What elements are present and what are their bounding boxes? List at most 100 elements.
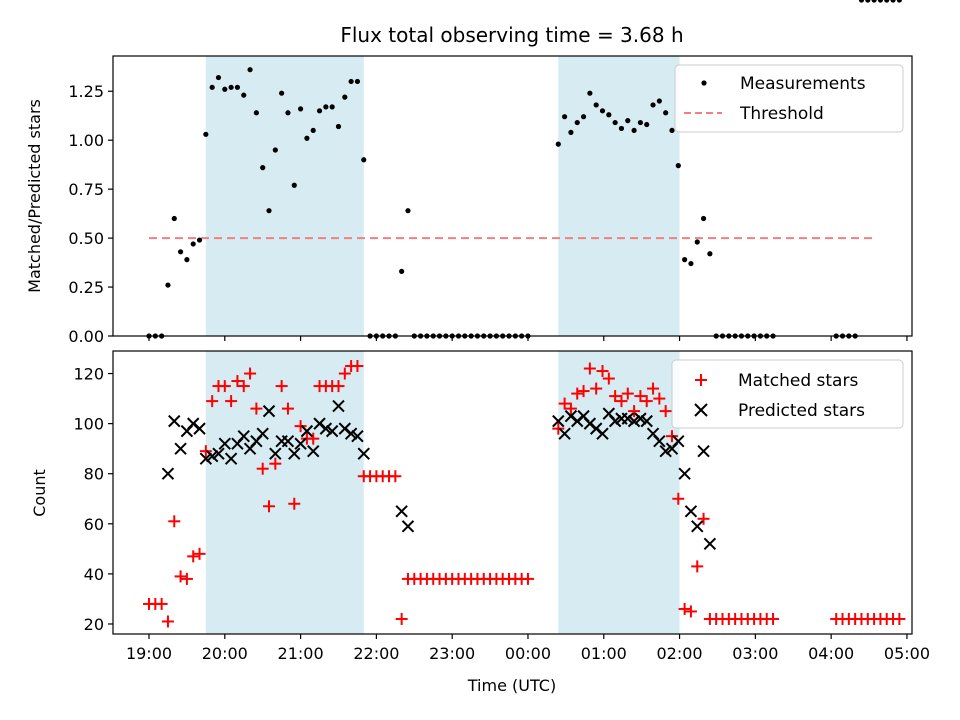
x-tick-label: 02:00 [657, 644, 703, 663]
matched-star-point [250, 402, 263, 415]
predicted-star-point [237, 429, 250, 443]
matched-star-point [237, 380, 250, 393]
measurement-point [310, 127, 316, 134]
predicted-star-point [552, 414, 565, 428]
predicted-star-point [344, 427, 358, 440]
measurement-point [222, 86, 228, 92]
measurement-point [650, 102, 656, 108]
x-tick-label: 00:00 [505, 644, 551, 663]
predicted-star-point [608, 414, 622, 428]
matched-star-point [206, 395, 219, 408]
measurement-point [562, 114, 568, 120]
predicted-star-point [401, 520, 415, 533]
top-panel-frame [112, 55, 913, 337]
matched-star-point [602, 372, 615, 385]
measurement-point [272, 147, 278, 153]
predicted-star-point [205, 449, 219, 463]
measurement-point [177, 249, 184, 255]
predicted-star-point [174, 442, 187, 455]
bottom-panel-y-label: Count [30, 469, 49, 517]
predicted-star-point [294, 437, 307, 450]
measurement-point [335, 123, 342, 130]
figure-title: Flux total observing time = 3.68 h [340, 23, 683, 47]
matched-star-point [571, 387, 584, 400]
predicted-star-point [256, 427, 269, 440]
measurement-point [865, 0, 871, 3]
measurement-point [354, 78, 361, 85]
matched-star-point [174, 570, 187, 583]
matched-star-point [521, 572, 534, 585]
x-tick-label: 23:00 [429, 644, 475, 663]
measurement-point [637, 119, 644, 126]
predicted-star-point [351, 429, 364, 443]
measurement-point [593, 102, 599, 108]
x-tick-label: 03:00 [732, 644, 778, 663]
matched-star-point [678, 602, 691, 615]
predicted-star-point [697, 444, 710, 458]
matched-star-point [187, 550, 200, 563]
bottom-panel: 20 40 60 80 100 120 19:00 20:00 21:00 22:00 23:00… [30, 350, 930, 695]
measurement-point [606, 112, 612, 118]
y-tick-label: 1.00 [68, 131, 104, 150]
x-axis-label: Time (UTC) [467, 676, 556, 695]
measurement-point [297, 106, 304, 112]
measurement-point [196, 237, 203, 243]
measurement-point [669, 127, 675, 134]
matched-star-point [590, 382, 603, 395]
matched-star-point [609, 390, 622, 403]
y-tick-label: 0.00 [68, 327, 104, 346]
predicted-star-point [218, 437, 232, 450]
bottom-panel-x-ticks: 19:00 20:00 21:00 22:00 23:00 00:00 01:00 02:00… [126, 634, 930, 663]
legend-label-predicted: Predicted stars [738, 401, 865, 421]
measurement-point [871, 0, 877, 3]
matched-star-point [647, 382, 660, 395]
measurement-point [587, 90, 593, 96]
predicted-star-point [659, 444, 672, 458]
matched-star-point [193, 547, 206, 560]
matched-star-point [653, 392, 666, 405]
measurement-point [707, 251, 713, 257]
measurement-point [688, 260, 694, 267]
measurement-point [405, 208, 411, 214]
matched-star-point [168, 515, 181, 528]
predicted-star-point [627, 414, 641, 428]
measurement-point [694, 239, 700, 245]
measurement-point [184, 257, 190, 263]
measurement-point [896, 0, 902, 3]
matched-star-point [564, 402, 577, 415]
top-panel-y-label: Matched/Predicted stars [25, 99, 44, 293]
measurement-point [884, 0, 890, 3]
predicted-star-point [703, 537, 717, 551]
matched-star-point [180, 572, 193, 585]
measurement-point [342, 94, 348, 100]
predicted-star-point [281, 434, 295, 448]
measurement-point [260, 165, 266, 171]
legend-label-matched: Matched stars [738, 371, 858, 391]
top-panel-measurements [146, 0, 902, 339]
measurement-point [858, 0, 865, 3]
top-panel: 0.00 0.25 0.50 0.75 1.00 1.25 Matched/Predict… [25, 0, 913, 346]
matched-star-point [307, 432, 320, 445]
x-tick-label: 20:00 [202, 644, 248, 663]
predicted-star-point [640, 414, 653, 428]
y-tick-label: 1.25 [68, 82, 104, 101]
matched-star-point [615, 395, 628, 408]
y-tick-label: 0.25 [68, 278, 104, 297]
matched-star-point [577, 385, 590, 398]
predicted-star-point [684, 505, 698, 518]
matched-star-point [225, 395, 238, 408]
predicted-star-point [325, 424, 339, 438]
matched-star-point [199, 445, 212, 458]
legend-label-measurements: Measurements [740, 74, 866, 94]
matched-star-point [288, 497, 301, 510]
predicted-star-point [672, 434, 685, 448]
measurement-point [568, 129, 574, 135]
predicted-star-point [269, 447, 282, 460]
top-panel-legend: Measurements Threshold [674, 64, 904, 133]
legend-box [674, 64, 904, 133]
x-tick-label: 05:00 [884, 644, 930, 663]
predicted-star-point [212, 447, 225, 460]
bottom-panel-frame [112, 350, 913, 635]
y-tick-label: 20 [84, 615, 104, 634]
predicted-star-point [332, 399, 345, 413]
